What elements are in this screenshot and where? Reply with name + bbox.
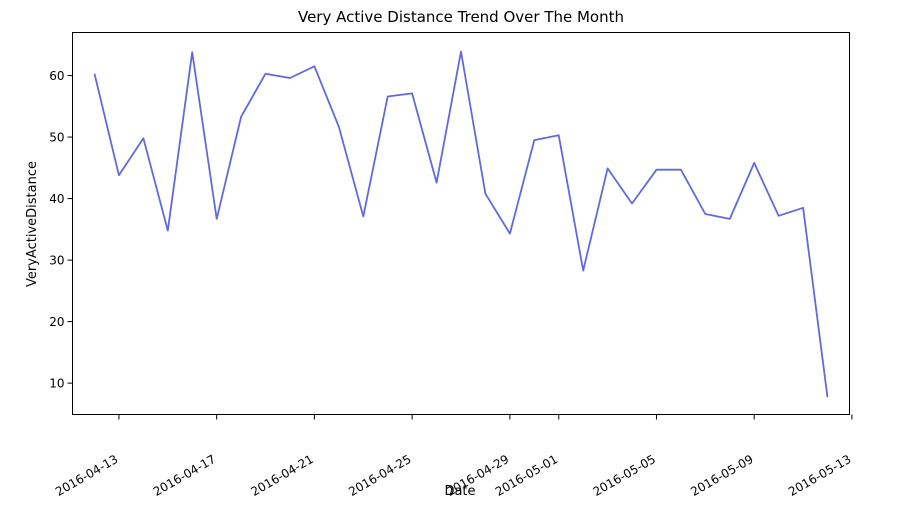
series-line [93,50,829,398]
y-tick-label: 50 [49,131,64,145]
x-tick-label: 2016-04-21 [248,452,315,499]
chart-title: Very Active Distance Trend Over The Mont… [298,8,624,26]
x-tick-label: 2016-05-09 [688,452,755,499]
y-tick-label: 30 [49,254,64,268]
plot-area [72,32,850,415]
x-tick-label: 2016-05-05 [591,452,658,499]
x-tick-label: 2016-04-25 [346,452,413,499]
x-tick-label: 2016-05-13 [786,452,853,499]
x-tick-label: 2016-04-17 [151,452,218,499]
y-axis-label: VeryActiveDistance [25,161,40,287]
y-tick-label: 40 [49,192,64,206]
y-axis: 10 20 30 40 50 60 [49,69,73,391]
x-tick-label: 2016-04-13 [53,452,120,499]
y-tick-label: 10 [49,377,64,391]
x-axis-label: Date [444,484,475,499]
y-tick-label: 60 [49,69,64,83]
y-tick-label: 20 [49,315,64,329]
